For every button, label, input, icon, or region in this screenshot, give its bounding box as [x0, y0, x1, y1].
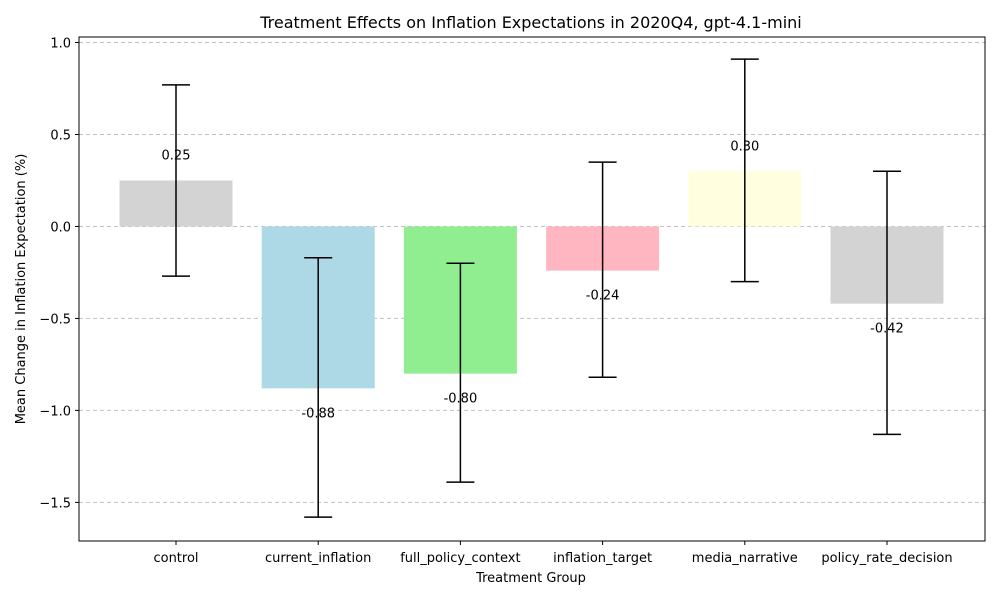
y-tick-label: 1.0 [50, 37, 71, 52]
chart-title: Treatment Effects on Inflation Expectati… [259, 13, 802, 32]
x-tick-label: control [153, 551, 198, 566]
x-tick-label: media_narrative [692, 551, 798, 566]
y-tick-label: −0.5 [39, 312, 71, 327]
y-tick-label: −1.5 [39, 496, 71, 511]
plot-frame [78, 36, 986, 542]
data-labels: 0.25 -0.88 -0.80 -0.24 0.30 -0.42 [162, 139, 904, 421]
data-label: -0.80 [444, 392, 478, 407]
data-label: 0.25 [162, 148, 191, 163]
y-axis-ticks: 1.0 0.5 0.0 −0.5 −1.0 −1.5 [39, 37, 79, 511]
data-label: -0.42 [870, 322, 904, 337]
x-axis-ticks: control current_inflation full_policy_cont… [153, 541, 953, 566]
x-tick-label: current_inflation [265, 551, 371, 566]
x-axis-label: Treatment Group [475, 571, 586, 586]
x-tick-label: policy_rate_decision [821, 551, 952, 566]
error-bars [162, 58, 901, 518]
y-axis-label: Mean Change in Inflation Expectation (%) [14, 154, 29, 425]
data-label: 0.30 [730, 139, 759, 154]
data-label: -0.88 [301, 406, 335, 421]
y-tick-label: −1.0 [39, 404, 71, 419]
x-tick-label: inflation_target [553, 551, 652, 566]
bars [119, 171, 944, 389]
x-tick-label: full_policy_context [400, 551, 520, 566]
y-tick-label: 0.5 [50, 128, 71, 143]
y-tick-label: 0.0 [50, 220, 71, 235]
data-label: -0.24 [586, 289, 620, 304]
